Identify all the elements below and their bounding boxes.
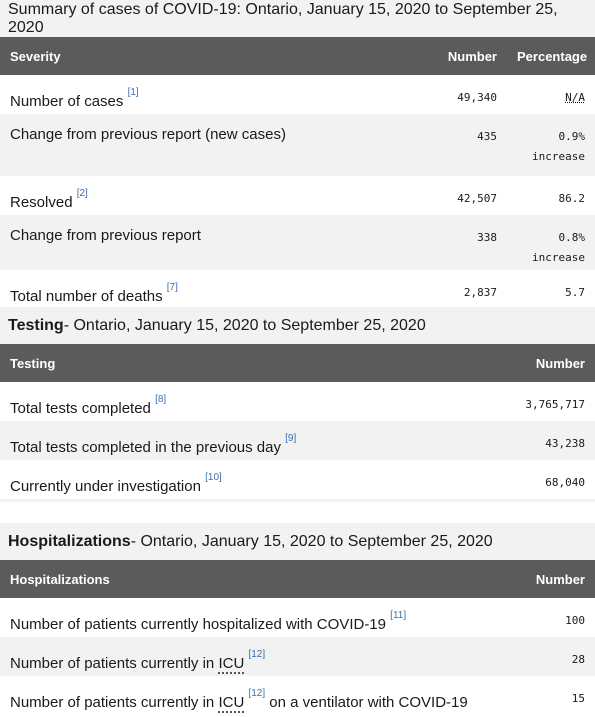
- summary-caption: Summary of cases of COVID-19: Ontario, J…: [0, 0, 595, 37]
- row-number: 338: [400, 215, 507, 270]
- row-label: Change from previous report (new cases): [0, 114, 400, 176]
- footnote-link[interactable]: [10]: [205, 472, 222, 483]
- icu-abbr[interactable]: ICU: [218, 694, 245, 714]
- table-row: Total number of deaths [7] 2,837 5.7: [0, 270, 595, 307]
- row-label: Number of cases [1]: [10, 87, 139, 111]
- row-number: 100: [565, 614, 585, 627]
- col-number: Number: [450, 344, 595, 382]
- row-label: Total tests completed [8]: [10, 394, 167, 418]
- row-pct: 0.9% increase: [507, 114, 595, 176]
- table-row: Number of patients currently in ICU [12]…: [0, 676, 595, 715]
- row-label: Change from previous report: [0, 215, 400, 270]
- col-hospitalizations: Hospitalizations: [0, 560, 500, 598]
- section-spacer: [0, 499, 595, 523]
- summary-header-row: Severity Number Percentage: [0, 37, 595, 75]
- row-number: 43,238: [450, 421, 595, 460]
- table-row: Change from previous report (new cases) …: [0, 114, 595, 176]
- footnote-link[interactable]: [7]: [166, 282, 178, 293]
- footnote-link[interactable]: [9]: [285, 433, 297, 444]
- row-label: Total tests completed in the previous da…: [0, 421, 450, 460]
- row-label: Number of patients currently in ICU [12]: [0, 637, 500, 676]
- col-number: Number: [500, 560, 595, 598]
- summary-table: Severity Number Percentage Number of cas…: [0, 37, 595, 307]
- icu-abbr[interactable]: ICU: [218, 655, 245, 675]
- col-number: Number: [400, 37, 507, 75]
- row-number: 3,765,717: [525, 398, 585, 411]
- row-pct: N/A: [507, 75, 595, 114]
- table-row: Number of cases [1] 49,340 N/A: [0, 75, 595, 114]
- row-pct: 5.7: [565, 286, 585, 299]
- footnote-link[interactable]: [8]: [155, 394, 167, 405]
- summary-caption-text: Summary of cases of COVID-19: Ontario, J…: [8, 0, 558, 36]
- hosp-caption: Hospitalizations - Ontario, January 15, …: [0, 523, 595, 560]
- row-pct: 86.2: [558, 192, 586, 205]
- table-row: Number of patients currently hospitalize…: [0, 598, 595, 637]
- footnote-link[interactable]: [11]: [390, 610, 407, 621]
- row-number: 42,507: [457, 192, 497, 205]
- table-row: Currently under investigation [10] 68,04…: [0, 460, 595, 499]
- row-number: 435: [400, 114, 507, 176]
- row-label: Number of patients currently hospitalize…: [10, 610, 407, 634]
- table-row: Total tests completed in the previous da…: [0, 421, 595, 460]
- col-severity: Severity: [0, 37, 400, 75]
- row-number: 2,837: [463, 286, 497, 299]
- testing-table: Testing Number Total tests completed [8]…: [0, 344, 595, 499]
- footnote-link[interactable]: [2]: [76, 188, 88, 199]
- footnote-link[interactable]: [12]: [248, 649, 266, 660]
- testing-header-row: Testing Number: [0, 344, 595, 382]
- na-abbr: N/A: [565, 91, 585, 104]
- row-number: 68,040: [545, 476, 585, 489]
- table-row: Total tests completed [8] 3,765,717: [0, 382, 595, 421]
- row-number: 28: [500, 637, 595, 676]
- row-number: 49,340: [457, 91, 497, 104]
- table-row: Change from previous report 338 0.8% incr…: [0, 215, 595, 270]
- row-label: Currently under investigation [10]: [10, 472, 222, 496]
- row-label: Number of patients currently in ICU [12]…: [10, 688, 468, 714]
- footnote-link[interactable]: [1]: [127, 87, 139, 98]
- row-pct: 0.8% increase: [507, 215, 595, 270]
- row-label: Resolved [2]: [10, 188, 88, 212]
- col-percentage: Percentage: [507, 37, 595, 75]
- hosp-header-row: Hospitalizations Number: [0, 560, 595, 598]
- row-label: Total number of deaths [7]: [10, 282, 178, 306]
- footnote-link[interactable]: [12]: [248, 688, 266, 699]
- hosp-table: Hospitalizations Number Number of patien…: [0, 560, 595, 715]
- table-row: Number of patients currently in ICU [12]…: [0, 637, 595, 676]
- col-testing: Testing: [0, 344, 450, 382]
- testing-caption: Testing - Ontario, January 15, 2020 to S…: [0, 307, 595, 344]
- table-row: Resolved [2] 42,507 86.2: [0, 176, 595, 215]
- row-number: 15: [571, 692, 585, 705]
